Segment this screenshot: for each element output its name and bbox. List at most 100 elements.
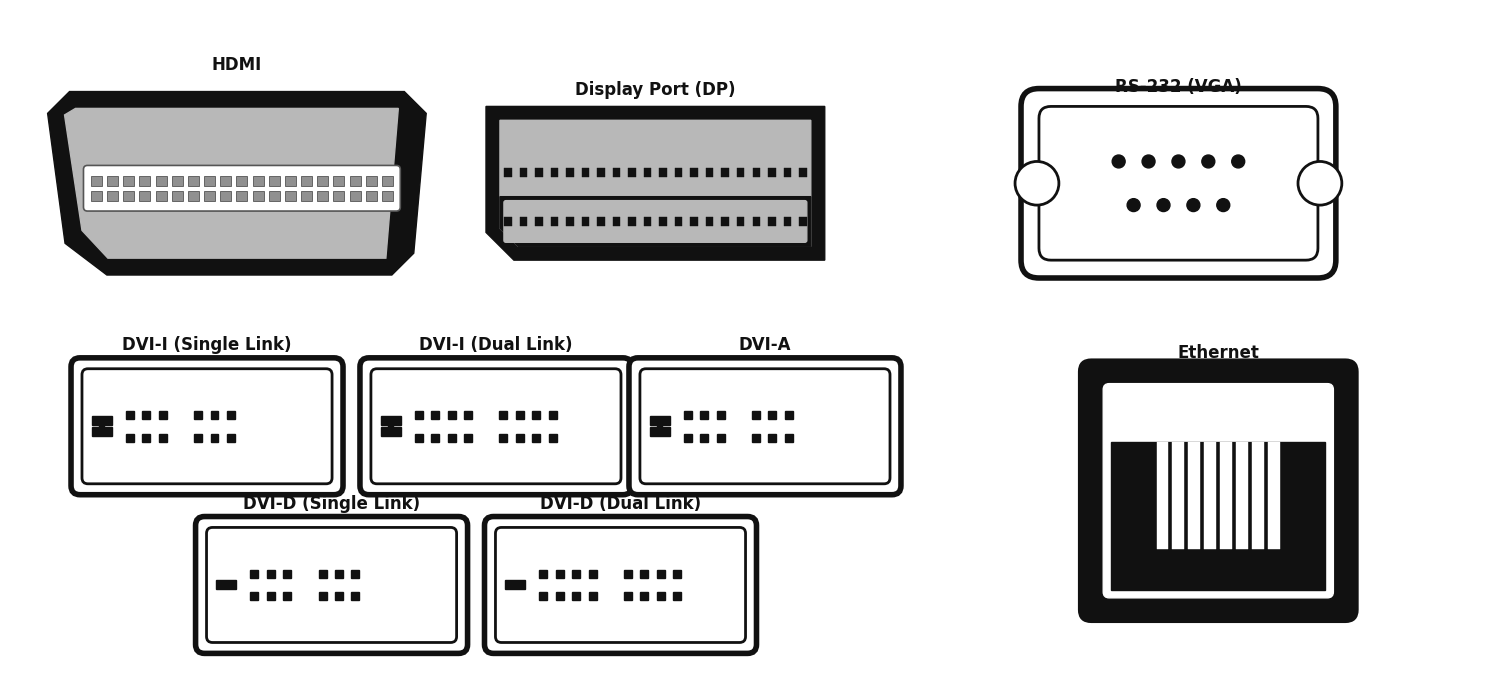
Bar bbox=[556, 569, 564, 577]
Bar bbox=[717, 411, 724, 419]
Bar bbox=[139, 191, 150, 200]
Bar bbox=[124, 176, 135, 185]
Bar bbox=[588, 569, 597, 577]
Bar bbox=[431, 411, 438, 419]
Bar bbox=[650, 427, 670, 436]
Bar bbox=[464, 434, 472, 441]
Bar bbox=[588, 592, 597, 600]
Bar bbox=[336, 569, 343, 577]
Bar bbox=[194, 434, 203, 441]
Text: Ethernet: Ethernet bbox=[1178, 344, 1259, 362]
Bar bbox=[1205, 442, 1216, 548]
Bar bbox=[644, 217, 652, 226]
Text: DVI-D (Dual Link): DVI-D (Dual Link) bbox=[540, 495, 702, 512]
Bar bbox=[187, 176, 200, 185]
Bar bbox=[650, 416, 670, 425]
Bar bbox=[142, 411, 150, 419]
Bar bbox=[549, 434, 556, 441]
FancyBboxPatch shape bbox=[82, 369, 333, 484]
Circle shape bbox=[1187, 198, 1201, 211]
Bar bbox=[139, 176, 150, 185]
Bar bbox=[172, 176, 183, 185]
Bar bbox=[582, 217, 590, 226]
Bar bbox=[266, 592, 275, 600]
Bar bbox=[221, 191, 231, 200]
Bar bbox=[674, 168, 682, 177]
Bar bbox=[753, 217, 761, 226]
Bar bbox=[624, 569, 632, 577]
Bar bbox=[798, 217, 806, 226]
Polygon shape bbox=[47, 91, 426, 275]
Bar bbox=[448, 434, 455, 441]
Bar bbox=[706, 168, 714, 177]
Bar bbox=[383, 176, 393, 185]
Bar bbox=[253, 191, 263, 200]
Bar bbox=[414, 434, 423, 441]
Bar bbox=[159, 411, 166, 419]
FancyBboxPatch shape bbox=[1104, 384, 1334, 598]
Circle shape bbox=[1015, 162, 1058, 205]
Bar bbox=[1111, 442, 1326, 590]
Text: RS-232 (VGA): RS-232 (VGA) bbox=[1114, 78, 1241, 96]
Text: HDMI: HDMI bbox=[212, 56, 262, 74]
Bar bbox=[612, 168, 620, 177]
Bar bbox=[691, 217, 699, 226]
Bar bbox=[125, 434, 133, 441]
Bar bbox=[516, 434, 523, 441]
Bar bbox=[572, 569, 581, 577]
Bar bbox=[464, 411, 472, 419]
Text: DVI-A: DVI-A bbox=[739, 336, 791, 354]
Bar bbox=[629, 168, 637, 177]
Polygon shape bbox=[485, 106, 824, 260]
Bar bbox=[91, 191, 101, 200]
Bar bbox=[142, 434, 150, 441]
Bar bbox=[717, 434, 724, 441]
Bar bbox=[768, 217, 776, 226]
FancyBboxPatch shape bbox=[207, 527, 457, 642]
Bar bbox=[269, 191, 280, 200]
Bar bbox=[641, 592, 649, 600]
Bar bbox=[333, 176, 345, 185]
Bar bbox=[721, 217, 729, 226]
Bar bbox=[641, 569, 649, 577]
Bar bbox=[736, 217, 744, 226]
Bar bbox=[351, 569, 360, 577]
Bar bbox=[550, 168, 558, 177]
Bar bbox=[283, 592, 292, 600]
Bar bbox=[540, 592, 547, 600]
Bar bbox=[349, 176, 360, 185]
Bar bbox=[540, 569, 547, 577]
Bar bbox=[624, 592, 632, 600]
Bar bbox=[532, 434, 540, 441]
Bar bbox=[535, 217, 543, 226]
Bar bbox=[227, 411, 234, 419]
Bar bbox=[783, 217, 791, 226]
Bar bbox=[389, 425, 393, 427]
Bar bbox=[700, 411, 708, 419]
Bar bbox=[798, 168, 806, 177]
Bar bbox=[319, 569, 327, 577]
Text: Display Port (DP): Display Port (DP) bbox=[575, 81, 736, 99]
Bar bbox=[221, 176, 231, 185]
Bar bbox=[1269, 442, 1281, 548]
Bar bbox=[499, 411, 508, 419]
FancyBboxPatch shape bbox=[83, 165, 401, 211]
Bar bbox=[785, 434, 792, 441]
Circle shape bbox=[1172, 155, 1185, 168]
Bar bbox=[572, 592, 581, 600]
FancyBboxPatch shape bbox=[484, 517, 756, 653]
Polygon shape bbox=[65, 108, 398, 258]
Bar bbox=[301, 176, 311, 185]
Bar bbox=[674, 217, 682, 226]
Bar bbox=[1237, 442, 1249, 548]
FancyBboxPatch shape bbox=[71, 358, 343, 495]
Bar bbox=[556, 592, 564, 600]
Bar bbox=[253, 176, 263, 185]
Circle shape bbox=[1142, 155, 1155, 168]
Bar bbox=[768, 434, 777, 441]
Bar bbox=[503, 168, 511, 177]
Bar bbox=[597, 168, 605, 177]
Circle shape bbox=[1217, 198, 1229, 211]
Bar bbox=[612, 217, 620, 226]
Circle shape bbox=[1157, 198, 1170, 211]
